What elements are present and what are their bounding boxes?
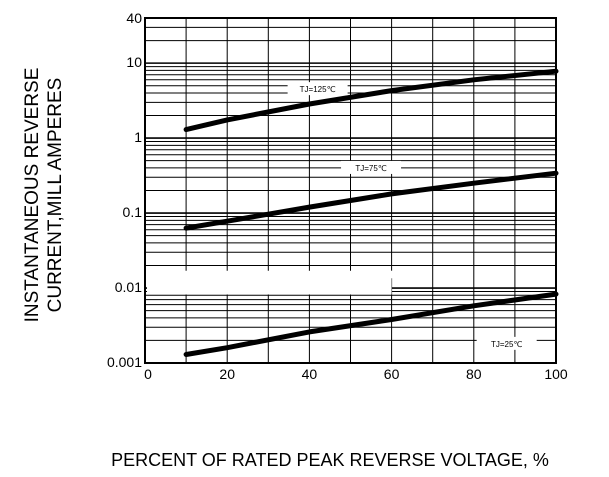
series-label-bg — [341, 160, 402, 174]
y-axis-title-line-2: CURRENT,MILL AMPERES — [45, 78, 66, 313]
plot-frame — [144, 17, 557, 364]
grid-gap — [147, 270, 392, 295]
grid-lines — [145, 18, 556, 363]
x-tick-label: 100 — [544, 366, 568, 382]
grid-gap — [375, 270, 400, 279]
x-tick-label: 80 — [466, 366, 482, 382]
y-tick-labels: 0.001 0.01 0.1 1 10 40 — [107, 10, 142, 370]
series-label-3: TJ=25℃ — [491, 340, 522, 349]
x-tick-label: 60 — [384, 366, 400, 382]
series-label-bg — [476, 336, 537, 350]
series-curve-1 — [183, 68, 559, 133]
series-curves — [183, 68, 559, 357]
grid-gaps — [147, 270, 400, 295]
x-tick-label: 20 — [219, 366, 235, 382]
y-tick-label: 0.001 — [107, 354, 142, 370]
y-tick-label: 10 — [126, 54, 142, 70]
series-label-bg — [287, 82, 348, 96]
series-curve-2 — [183, 170, 559, 231]
y-tick-label: 40 — [126, 10, 142, 26]
y-tick-label: 1 — [134, 129, 142, 145]
x-tick-label: 40 — [302, 366, 318, 382]
x-axis-title: PERCENT OF RATED PEAK REVERSE VOLTAGE, % — [111, 450, 549, 470]
series-label-1: TJ=125℃ — [300, 85, 336, 94]
series-labels: TJ=125℃ TJ=75℃ TJ=25℃ — [287, 82, 537, 350]
y-tick-label: 0.1 — [123, 204, 143, 220]
x-tick-labels: 0 20 40 60 80 100 — [144, 366, 568, 382]
series-curve-3 — [183, 291, 559, 357]
y-tick-label: 0.01 — [115, 279, 142, 295]
y-axis-title-line-1: INSTANTANEOUS REVERSE — [22, 68, 43, 323]
x-tick-label: 0 — [144, 366, 152, 382]
series-label-2: TJ=75℃ — [355, 164, 386, 173]
